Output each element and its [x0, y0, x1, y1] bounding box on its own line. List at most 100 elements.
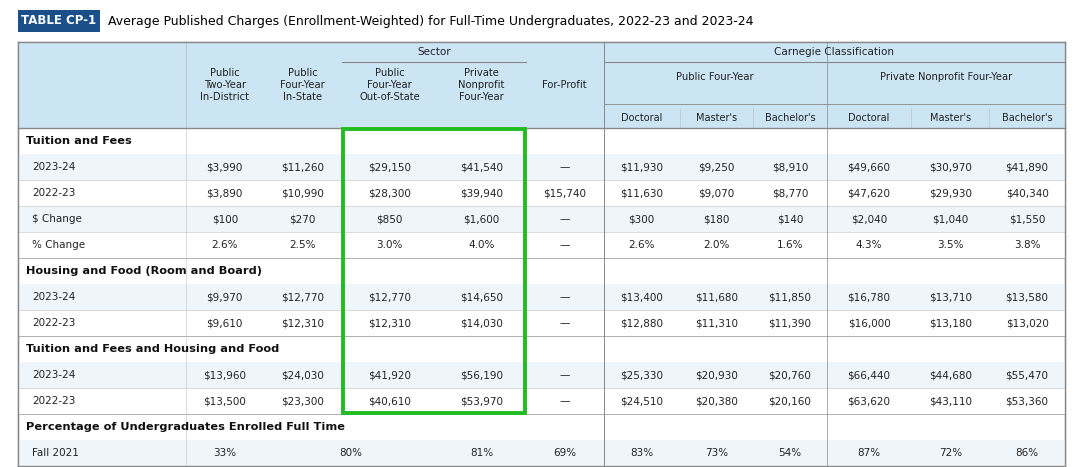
Text: $23,300: $23,300: [281, 396, 324, 406]
Text: Public Four-Year: Public Four-Year: [676, 72, 754, 82]
Text: $9,610: $9,610: [206, 318, 243, 328]
Text: $15,740: $15,740: [543, 188, 586, 198]
Bar: [18, 284, 1065, 310]
Text: $3,990: $3,990: [206, 162, 243, 172]
Text: $9,970: $9,970: [206, 292, 243, 302]
Text: $2,040: $2,040: [851, 214, 887, 224]
Text: $300: $300: [629, 214, 654, 224]
Text: $9,250: $9,250: [698, 162, 734, 172]
Bar: [18, 232, 1065, 258]
Text: 2023-24: 2023-24: [32, 292, 76, 302]
Bar: [18, 206, 1065, 232]
Text: $11,310: $11,310: [694, 318, 738, 328]
Bar: [18, 180, 1065, 206]
Text: Doctoral: Doctoral: [621, 113, 662, 123]
Text: $40,340: $40,340: [1005, 188, 1049, 198]
Text: $11,680: $11,680: [694, 292, 738, 302]
Text: $1,550: $1,550: [1009, 214, 1045, 224]
Bar: [18, 440, 1065, 466]
Text: $49,660: $49,660: [848, 162, 891, 172]
Text: $53,360: $53,360: [1005, 396, 1049, 406]
Text: 2023-24: 2023-24: [32, 370, 76, 380]
Text: $30,970: $30,970: [929, 162, 972, 172]
Text: 80%: 80%: [339, 448, 362, 458]
Text: Doctoral: Doctoral: [848, 113, 890, 123]
Text: $1,040: $1,040: [932, 214, 969, 224]
Text: $41,890: $41,890: [1005, 162, 1049, 172]
Text: $11,260: $11,260: [281, 162, 324, 172]
Text: $39,940: $39,940: [460, 188, 503, 198]
Text: For-Profit: For-Profit: [542, 80, 588, 90]
Text: $29,930: $29,930: [929, 188, 972, 198]
Text: Master's: Master's: [696, 113, 737, 123]
Text: $16,000: $16,000: [848, 318, 890, 328]
Text: $20,930: $20,930: [694, 370, 738, 380]
Text: Tuition and Fees: Tuition and Fees: [26, 136, 132, 146]
Text: 4.0%: 4.0%: [469, 240, 495, 250]
Text: 73%: 73%: [705, 448, 728, 458]
Text: 2.6%: 2.6%: [212, 240, 238, 250]
Text: $11,390: $11,390: [769, 318, 811, 328]
Text: $13,580: $13,580: [1005, 292, 1049, 302]
Text: $14,650: $14,650: [460, 292, 503, 302]
Text: $20,160: $20,160: [769, 396, 811, 406]
Text: Housing and Food (Room and Board): Housing and Food (Room and Board): [26, 266, 262, 276]
Text: TABLE CP-1: TABLE CP-1: [22, 14, 96, 28]
Text: $180: $180: [703, 214, 730, 224]
Text: 69%: 69%: [553, 448, 577, 458]
Text: Master's: Master's: [930, 113, 971, 123]
Text: $12,770: $12,770: [281, 292, 324, 302]
Bar: [18, 10, 100, 32]
Text: Bachelor's: Bachelor's: [1002, 113, 1052, 123]
Text: 87%: 87%: [858, 448, 880, 458]
Text: 83%: 83%: [630, 448, 653, 458]
Text: 2.6%: 2.6%: [629, 240, 654, 250]
Text: 54%: 54%: [779, 448, 801, 458]
Text: 2.5%: 2.5%: [289, 240, 316, 250]
Text: $12,880: $12,880: [620, 318, 663, 328]
Text: $ Change: $ Change: [32, 214, 82, 224]
Text: $8,910: $8,910: [772, 162, 808, 172]
Text: 2022-23: 2022-23: [32, 318, 76, 328]
Text: $14,030: $14,030: [460, 318, 503, 328]
Text: Private Nonprofit Four-Year: Private Nonprofit Four-Year: [880, 72, 1012, 82]
Text: $24,030: $24,030: [281, 370, 324, 380]
Text: 3.8%: 3.8%: [1014, 240, 1040, 250]
Text: 72%: 72%: [939, 448, 962, 458]
Text: $41,540: $41,540: [460, 162, 503, 172]
Text: Carnegie Classification: Carnegie Classification: [774, 47, 894, 57]
Text: $8,770: $8,770: [772, 188, 808, 198]
Text: $25,330: $25,330: [620, 370, 663, 380]
Bar: [18, 42, 1065, 128]
Text: —: —: [559, 396, 570, 406]
Text: $12,310: $12,310: [368, 318, 410, 328]
Text: 2022-23: 2022-23: [32, 188, 76, 198]
Text: Percentage of Undergraduates Enrolled Full Time: Percentage of Undergraduates Enrolled Fu…: [26, 422, 345, 432]
Bar: [18, 154, 1065, 180]
Text: Public
Four-Year
In-State: Public Four-Year In-State: [281, 68, 325, 102]
Text: $29,150: $29,150: [368, 162, 410, 172]
Text: Tuition and Fees and Housing and Food: Tuition and Fees and Housing and Food: [26, 344, 280, 354]
Text: $56,190: $56,190: [460, 370, 503, 380]
Bar: [18, 310, 1065, 336]
Text: —: —: [559, 370, 570, 380]
Text: 3.5%: 3.5%: [937, 240, 963, 250]
Text: 2022-23: 2022-23: [32, 396, 76, 406]
Text: $13,180: $13,180: [929, 318, 972, 328]
Text: $11,850: $11,850: [769, 292, 811, 302]
Text: $44,680: $44,680: [929, 370, 972, 380]
Text: $63,620: $63,620: [848, 396, 891, 406]
Text: Private
Nonprofit
Four-Year: Private Nonprofit Four-Year: [458, 68, 504, 102]
Text: Bachelor's: Bachelor's: [765, 113, 815, 123]
Text: Fall 2021: Fall 2021: [32, 448, 79, 458]
Text: 4.3%: 4.3%: [855, 240, 882, 250]
Text: —: —: [559, 318, 570, 328]
Text: Public
Two-Year
In-District: Public Two-Year In-District: [200, 68, 249, 102]
Text: $850: $850: [376, 214, 403, 224]
Text: $20,380: $20,380: [694, 396, 738, 406]
Text: $41,920: $41,920: [368, 370, 410, 380]
Text: 81%: 81%: [470, 448, 492, 458]
Text: $1,600: $1,600: [463, 214, 500, 224]
Text: 3.0%: 3.0%: [376, 240, 403, 250]
Text: —: —: [559, 162, 570, 172]
